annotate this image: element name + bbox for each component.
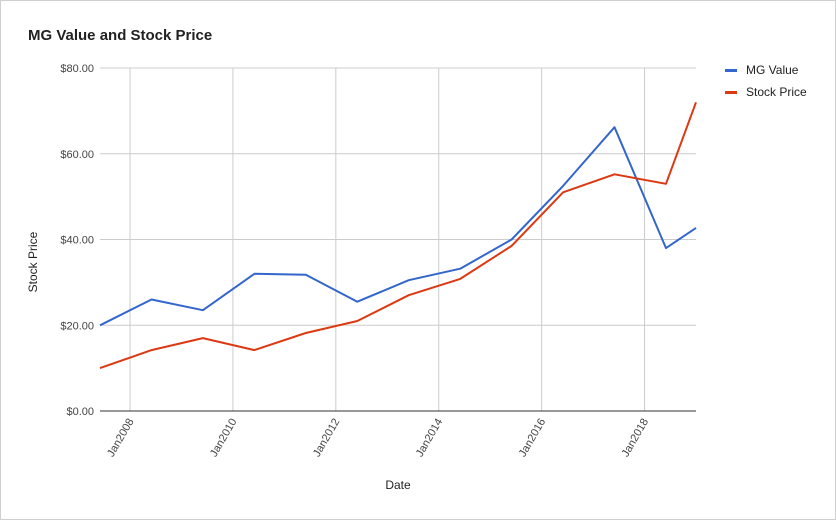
y-tick-label: $80.00 <box>60 63 94 75</box>
x-tick-label: Jan2014 <box>414 417 446 460</box>
y-tick-label: $0.00 <box>66 406 94 418</box>
x-tick-label: Jan2010 <box>208 417 240 460</box>
grid-layer <box>100 67 696 411</box>
x-tick-label: Jan2012 <box>311 417 343 460</box>
legend-swatch-stock-price <box>725 90 737 94</box>
y-tick-label: $40.00 <box>60 235 94 247</box>
series-line-mg-value <box>99 126 697 327</box>
series-layer <box>99 101 697 370</box>
chart-title: MG Value and Stock Price <box>28 27 213 44</box>
axis-layer: $0.00 $20.00 $40.00 $60.00 $80.00 Jan2008 Jan2… <box>60 63 696 459</box>
x-tick-label: Jan2016 <box>517 417 549 460</box>
legend-item-mg-value[interactable]: MG Value <box>725 59 807 81</box>
legend: MG Value Stock Price <box>725 59 807 103</box>
legend-item-stock-price[interactable]: Stock Price <box>725 81 807 103</box>
y-axis-title: Stock Price <box>26 231 40 292</box>
x-axis-title: Date <box>385 478 411 492</box>
series-line-stock-price <box>99 101 697 370</box>
legend-label-mg-value: MG Value <box>746 63 799 77</box>
y-tick-label: $20.00 <box>60 320 94 332</box>
legend-swatch-mg-value <box>725 68 737 72</box>
y-tick-label: $60.00 <box>60 149 94 161</box>
x-tick-label: Jan2008 <box>105 417 137 460</box>
legend-label-stock-price: Stock Price <box>746 85 807 99</box>
x-tick-label: Jan2018 <box>620 417 652 460</box>
